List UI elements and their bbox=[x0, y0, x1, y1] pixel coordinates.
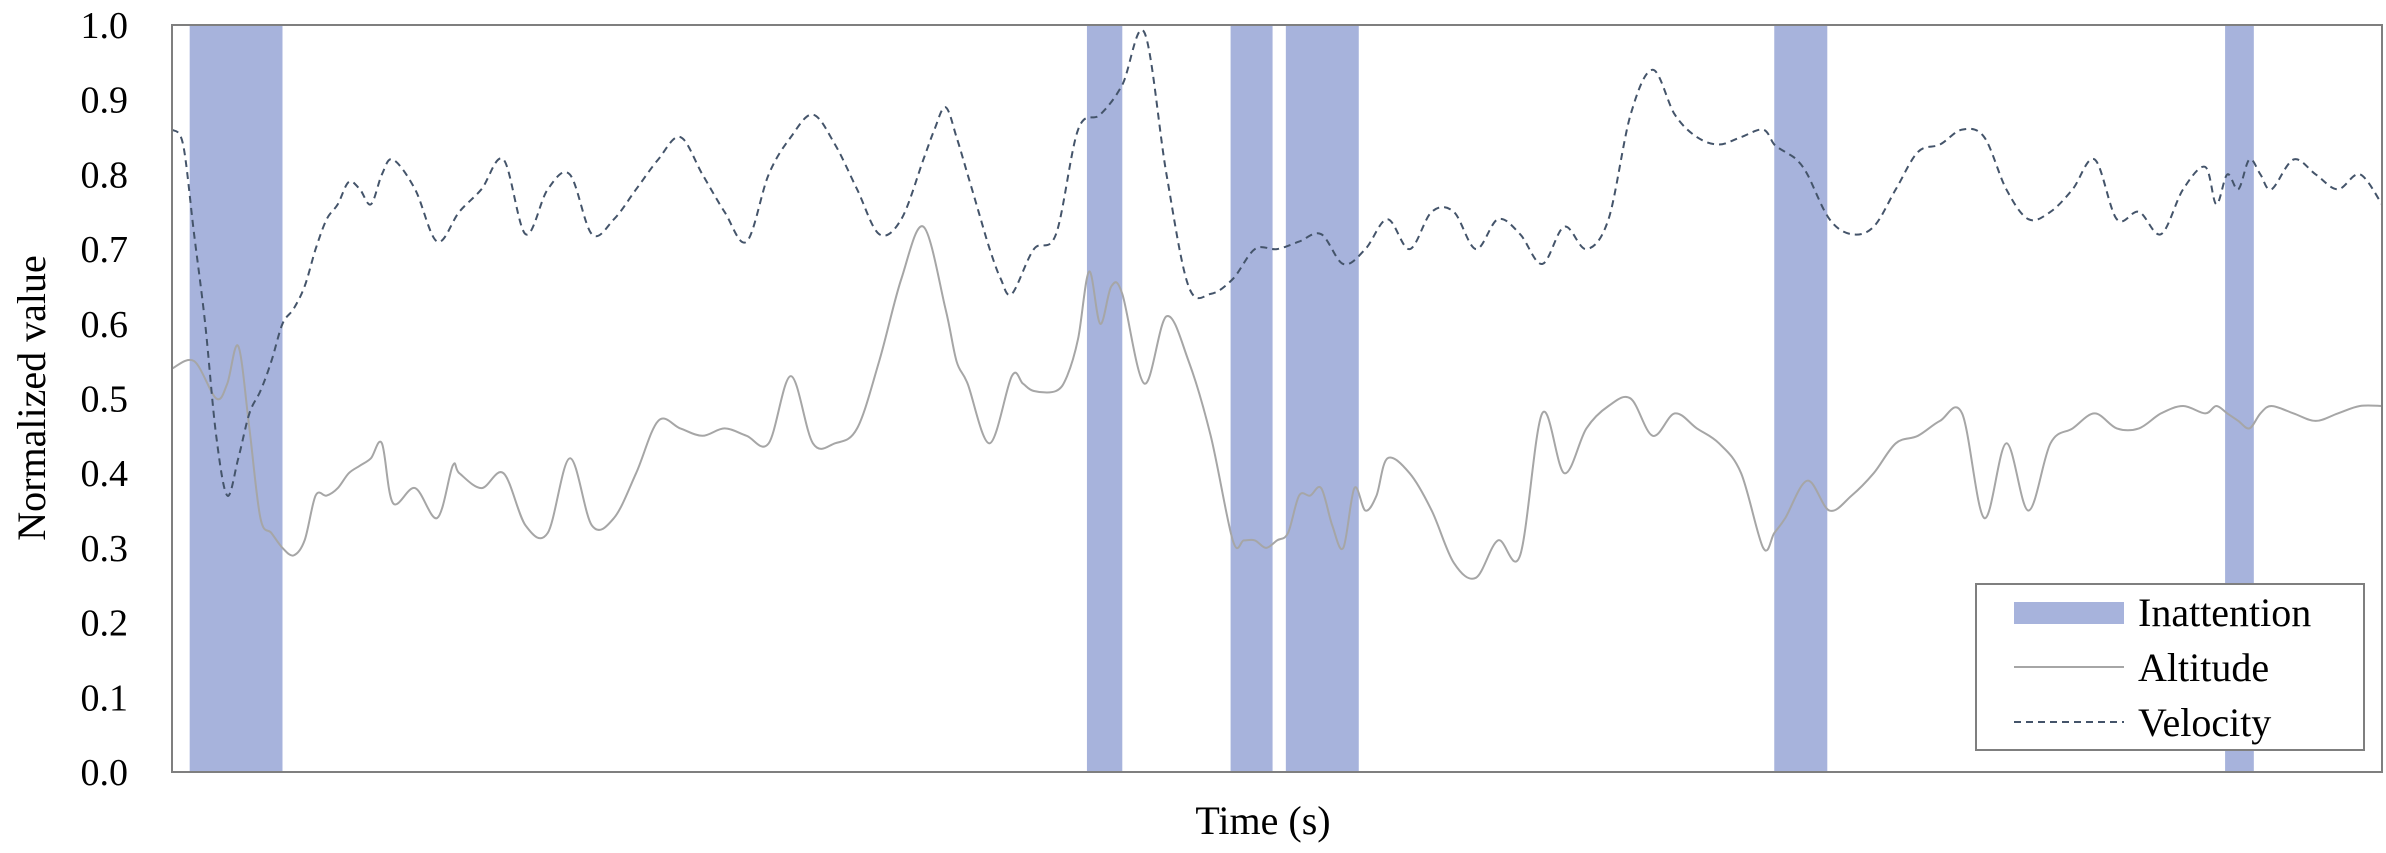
y-tick-label: 0.2 bbox=[81, 603, 129, 645]
series-lines bbox=[171, 28, 2383, 580]
y-tick-label: 0.8 bbox=[81, 154, 129, 196]
plot-area-border bbox=[171, 24, 2383, 773]
y-tick-label: 0.6 bbox=[81, 304, 129, 346]
legend-label-inattention: Inattention bbox=[2138, 590, 2311, 635]
y-axis-ticks: 0.0 0.1 0.2 0.3 0.4 0.5 0.6 0.7 0.8 0.9 1.0 bbox=[81, 5, 129, 794]
y-tick-label: 0.1 bbox=[81, 677, 129, 719]
legend: Inattention Altitude Velocity bbox=[1975, 583, 2365, 751]
inattention-band-2 bbox=[1230, 25, 1273, 772]
legend-label-velocity: Velocity bbox=[2138, 700, 2271, 745]
inattention-band-1 bbox=[1086, 25, 1123, 772]
y-tick-label: 0.7 bbox=[81, 229, 129, 271]
y-tick-label: 0.0 bbox=[81, 752, 129, 794]
legend-label-altitude: Altitude bbox=[2138, 645, 2269, 690]
series-line-velocity bbox=[171, 28, 2383, 497]
y-tick-label: 0.3 bbox=[81, 528, 129, 570]
y-tick-label: 0.5 bbox=[81, 379, 129, 421]
y-tick-label: 1.0 bbox=[81, 5, 129, 47]
inattention-bands bbox=[189, 25, 2254, 772]
inattention-band-4 bbox=[1774, 25, 1828, 772]
legend-swatch-inattention bbox=[2014, 602, 2124, 624]
series-line-altitude bbox=[171, 225, 2383, 580]
y-tick-label: 0.4 bbox=[81, 453, 129, 495]
inattention-band-3 bbox=[1285, 25, 1359, 772]
y-tick-label: 0.9 bbox=[81, 80, 129, 122]
x-axis-title: Time (s) bbox=[1195, 798, 1330, 843]
inattention-band-0 bbox=[189, 25, 283, 772]
y-axis-title: Normalized value bbox=[9, 255, 54, 540]
